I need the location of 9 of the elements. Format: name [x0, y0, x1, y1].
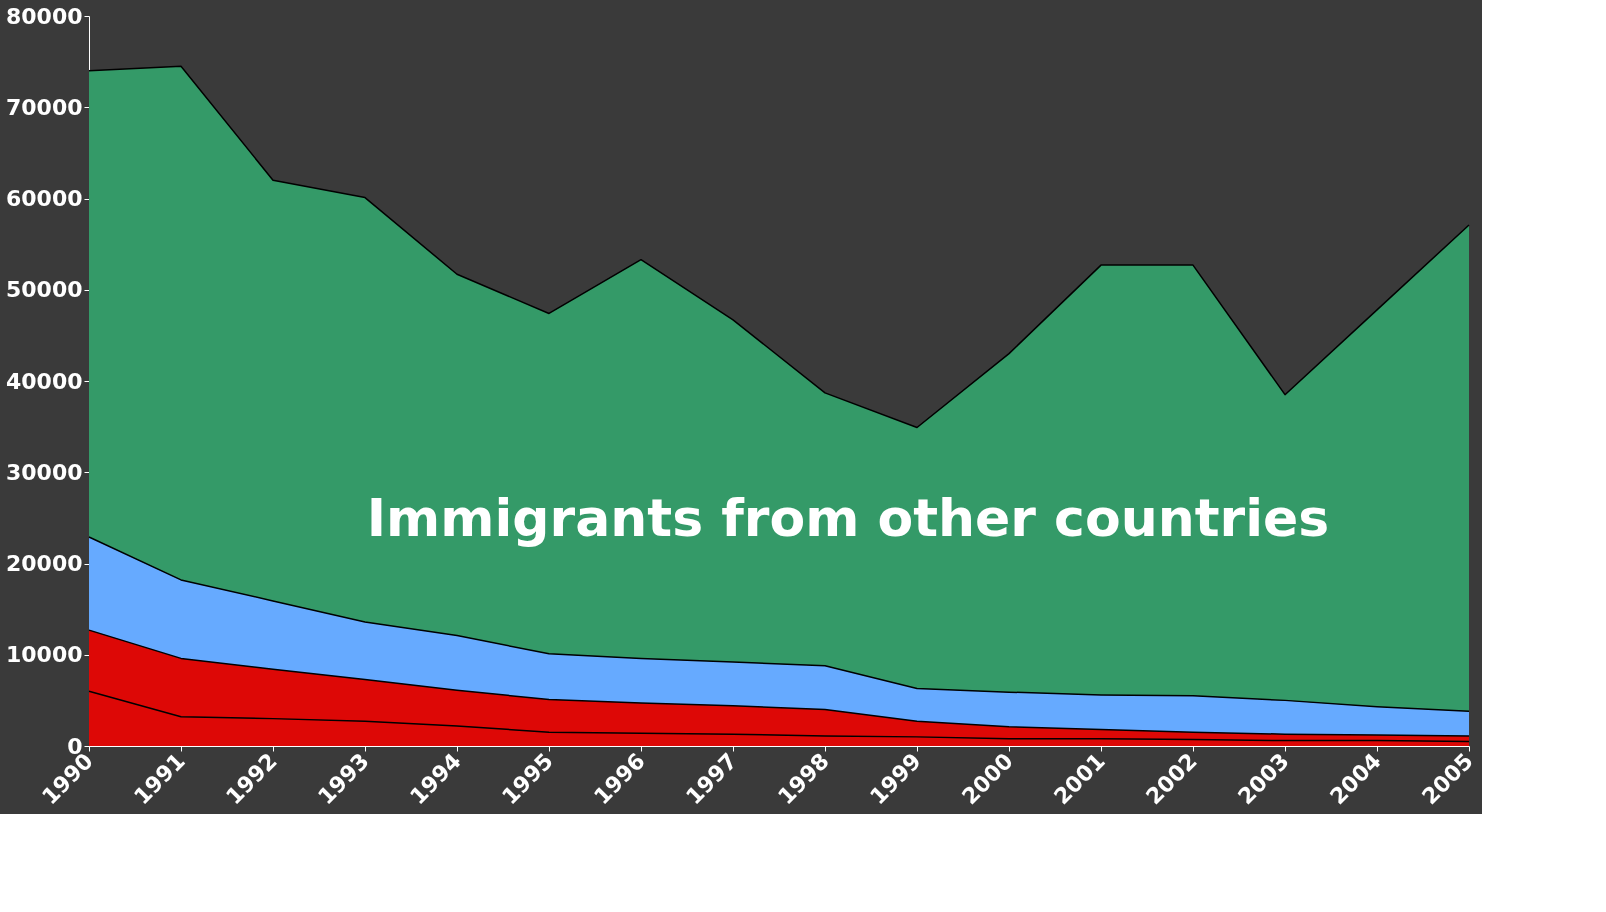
- annotation: Immigrants from other countries: [366, 487, 1330, 548]
- y-tick-label: 60000: [5, 186, 83, 211]
- y-tick-label: 30000: [5, 459, 83, 485]
- y-tick-label: 40000: [5, 368, 83, 394]
- y-tick-label: 80000: [5, 3, 83, 29]
- y-tick-label: 20000: [5, 551, 83, 576]
- y-tick-label: 10000: [5, 642, 83, 668]
- y-tick-label: 70000: [5, 94, 83, 120]
- y-tick-label: 50000: [5, 277, 83, 303]
